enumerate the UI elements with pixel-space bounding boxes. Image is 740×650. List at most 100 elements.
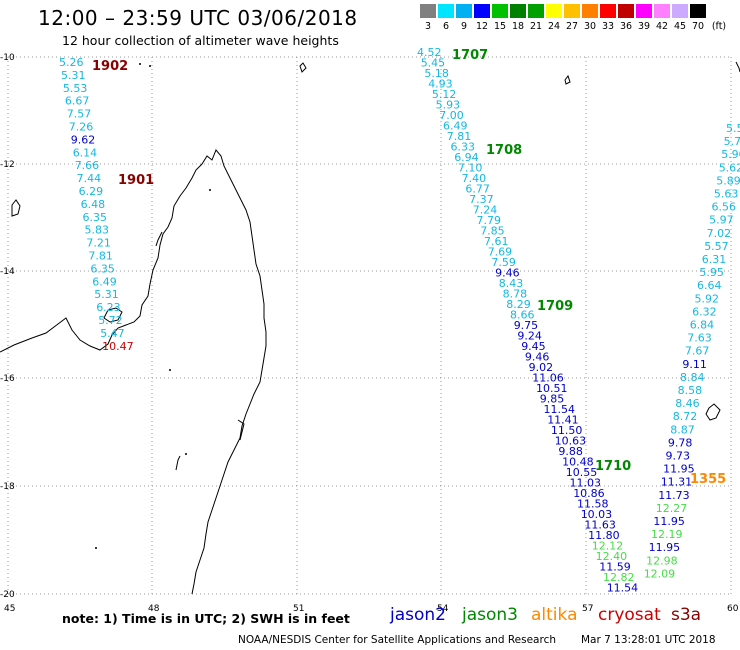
scale-label: 33 [601,21,615,32]
axis-tick-labels: -10 -12 -14 -16 -18 -20 45 48 51 54 57 60 [0,53,739,614]
wave-height-reading: 7.81 [88,250,113,263]
coastline-segment [564,74,571,85]
lon-tick-label: 54 [437,604,449,614]
scale-label: 39 [637,21,651,32]
wave-height-reading: 11.06 [532,372,564,385]
lat-tick-label: -20 [0,590,15,600]
wave-height-reading: 8.84 [680,371,705,384]
wave-height-reading: 11.54 [544,403,576,416]
coastline-segment [237,419,245,441]
page-title: 12:00 – 23:59 UTC 03/06/2018 [38,6,358,30]
wave-height-reading: 6.35 [83,211,108,224]
coastline [0,61,740,595]
scale-label: 12 [475,21,489,32]
wave-height-reading: 8.46 [675,397,700,410]
wave-height-reading: 7.67 [685,345,710,358]
satellite-legend-item: cryosat [598,605,661,625]
wave-height-reading: 6.14 [73,146,98,159]
wave-height-reading: 9.02 [529,361,554,374]
wave-height-reading: 12.09 [644,567,676,580]
lon-tick-label: 45 [4,604,15,614]
wave-height-reading: 10.48 [562,456,594,469]
wave-height-reading: 5.95 [699,266,724,279]
wave-height-reading: 5.93 [436,99,461,112]
wave-height-reading: 12.82 [603,571,635,584]
satellite-legend-item: altika [531,605,578,625]
lat-tick-label: -14 [0,267,15,277]
track-number-labels: 1902 1901 1707 1708 1709 1710 1355 [92,48,726,487]
wave-height-reading: 5.47 [100,327,125,340]
small-island [209,189,211,191]
scale-label: 70 [691,21,705,32]
wave-height-reading: 7.02 [707,227,732,240]
scale-swatch [510,4,526,18]
track-number-label: 1708 [486,143,522,158]
track-number-label: 1901 [118,173,154,188]
wave-height-reading: 7.61 [484,235,509,248]
wave-height-reading: 6.94 [454,151,479,164]
wave-height-reading: 10.55 [566,466,598,479]
lat-tick-label: -18 [0,482,15,492]
wave-height-reading: 12.27 [656,502,688,515]
wave-height-reading: 7.57 [67,108,92,121]
wave-height-reading: 9.24 [517,330,542,343]
wave-height-reading: 9.46 [495,267,519,280]
satellite-legend-item: jason3 [462,605,518,625]
wave-height-reading: 9.88 [558,445,583,458]
wave-height-reading: 8.78 [503,288,527,301]
wave-height-reading: 11.58 [577,498,609,511]
wave-height-reading: 5.57 [704,240,729,253]
wave-height-reading: 11.73 [658,489,690,502]
wave-height-reading: 7.44 [77,172,102,185]
scale-label: 18 [511,21,525,32]
generation-timestamp: Mar 7 13:28:01 UTC 2018 [581,634,716,646]
wave-height-reading: 7.00 [439,109,464,122]
wave-height-reading: 8.29 [506,298,531,311]
wave-height-reading: 12.40 [596,550,628,563]
scale-swatch [690,4,706,18]
wave-height-reading: 11.95 [663,463,695,476]
scale-unit: (ft) [711,21,727,32]
coastline-segment [705,403,721,421]
track-number-label: 1902 [92,59,128,74]
credit-line: NOAA/NESDIS Center for Satellite Applica… [238,634,556,646]
wave-height-reading: 9.73 [666,450,691,463]
wave-height-reading: 6.49 [92,275,117,288]
lat-tick-label: -10 [0,53,15,63]
track-number-label: 1709 [537,299,573,314]
wave-height-readings: 5.265.315.536.677.577.269.626.147.667.44… [59,46,740,595]
coastline-segment [175,455,181,471]
wave-height-reading: 6.67 [65,95,90,108]
wave-height-reading: 10.86 [573,487,605,500]
wave-height-reading: 9.78 [668,436,693,449]
wave-height-reading: 8.72 [673,410,698,423]
wave-height-reading: 11.80 [588,529,620,542]
scale-label: 6 [442,21,450,32]
wave-height-reading: 6.84 [690,319,715,332]
wave-height-reading: 6.33 [451,141,476,154]
wave-height-reading: 5.90 [721,148,740,161]
wave-height-reading: 5.31 [61,69,86,82]
track-number-label: 1355 [690,472,726,487]
wave-height-reading: 6.77 [465,183,490,196]
wave-height-reading: 9.45 [521,340,546,353]
scale-label: 30 [583,21,597,32]
lat-lon-grid [7,56,732,595]
wave-height-reading: 4.93 [428,78,453,91]
wave-height-reading: 7.63 [687,332,712,345]
wave-height-reading: 6.32 [692,305,717,318]
scale-label: 45 [673,21,687,32]
scale-swatch [456,4,472,18]
scale-swatch [672,4,688,18]
coastline-segment [0,149,267,595]
wave-height-reading: 6.35 [90,262,115,275]
wave-height-reading: 11.50 [551,424,583,437]
wave-height-reading: 9.62 [71,133,96,146]
wave-height-reading: 5.45 [421,57,446,70]
scale-label: 21 [529,21,543,32]
scale-swatch [636,4,652,18]
wave-height-reading: 6.23 [96,301,121,314]
wave-height-reading: 6.64 [697,279,722,292]
scale-label: 42 [655,21,669,32]
wave-height-reading: 7.69 [488,246,513,259]
